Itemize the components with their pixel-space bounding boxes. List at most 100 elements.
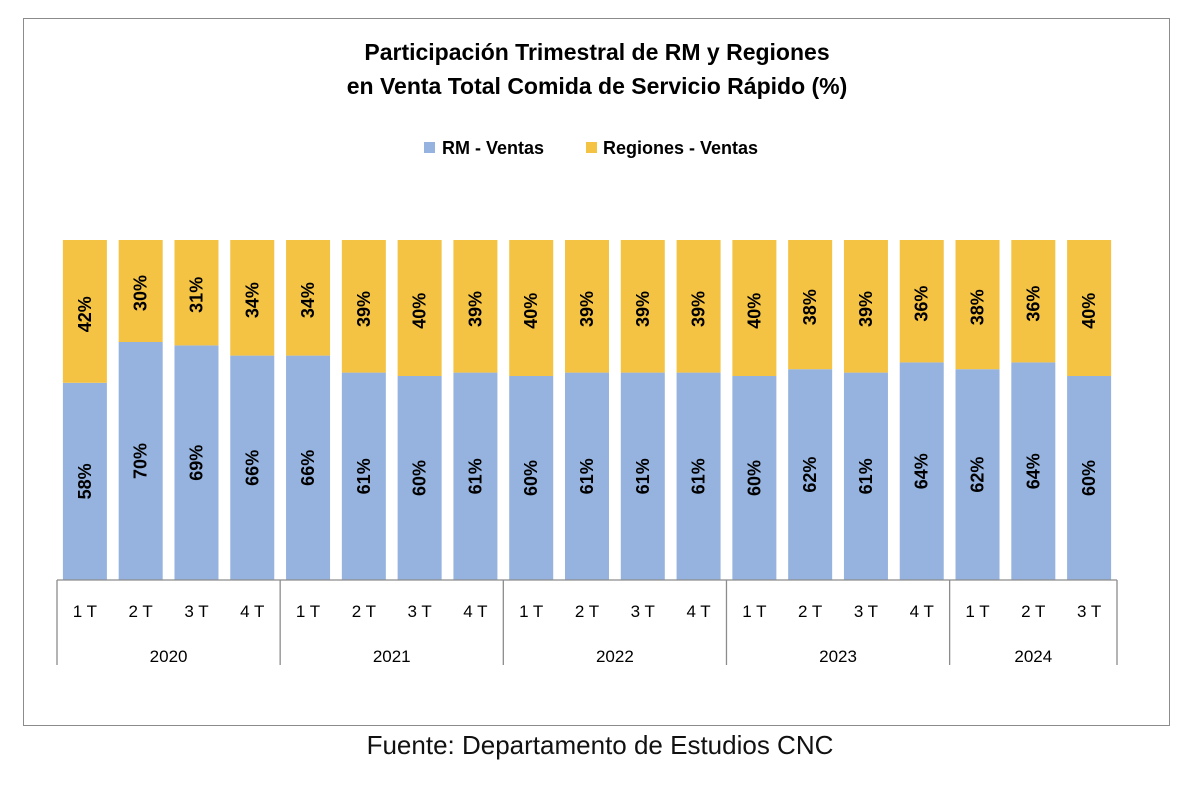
bar-regiones xyxy=(676,240,721,373)
data-label-regiones: 40% xyxy=(521,293,541,329)
bar-regiones xyxy=(732,240,777,376)
bar-regiones xyxy=(565,240,609,373)
data-label-rm: 70% xyxy=(131,443,151,479)
data-label-rm: 69% xyxy=(186,445,206,481)
data-label-regiones: 42% xyxy=(75,296,95,332)
data-label-rm: 62% xyxy=(968,457,988,493)
bar-regiones xyxy=(230,240,275,356)
bar-rm xyxy=(397,376,442,580)
legend: RM - Ventas Regiones - Ventas xyxy=(424,138,758,158)
bar-regiones xyxy=(509,240,554,376)
tick-label-year: 2023 xyxy=(819,647,857,666)
bar-regiones xyxy=(620,240,665,373)
tick-label-quarter: 2 T xyxy=(352,602,376,621)
bar-regiones xyxy=(1011,240,1056,363)
data-label-regiones: 40% xyxy=(1079,293,1099,329)
category-axis: 1 T 2 T 3 T 4 T 1 T 2 T 3 T 4 T 1 T 2 T 3 T 4 T 1 T 2… xyxy=(56,579,1118,666)
bar-rm xyxy=(843,372,888,580)
source-note: Fuente: Departamento de Estudios CNC xyxy=(366,730,834,760)
data-label-rm: 61% xyxy=(689,458,709,494)
bar-regiones xyxy=(843,240,888,373)
data-label-rm: 60% xyxy=(410,460,430,496)
legend-swatch-regiones xyxy=(586,142,597,153)
data-label-rm: 66% xyxy=(242,450,262,486)
bar-regiones xyxy=(788,240,833,370)
data-label-regiones: 38% xyxy=(800,289,820,325)
tick-label-year: 2024 xyxy=(1014,647,1052,666)
tick-label-quarter: 1 T xyxy=(965,602,989,621)
tick-label-quarter: 2 T xyxy=(129,602,153,621)
tick-label-quarter: 2 T xyxy=(575,602,599,621)
data-label-rm: 62% xyxy=(800,457,820,493)
data-label-regiones: 34% xyxy=(242,282,262,318)
tick-label-quarter: 3 T xyxy=(184,602,208,621)
bar-rm xyxy=(1067,376,1112,580)
data-label-regiones: 39% xyxy=(354,291,374,327)
tick-label-quarter: 3 T xyxy=(854,602,878,621)
data-label-rm: 64% xyxy=(1023,453,1043,489)
tick-label-year: 2020 xyxy=(150,647,188,666)
chart-title-line-1: Participación Trimestral de RM y Regione… xyxy=(364,39,829,65)
bar-regiones xyxy=(899,240,944,363)
data-label-regiones: 40% xyxy=(744,293,764,329)
data-label-regiones: 34% xyxy=(298,282,318,318)
data-label-rm: 61% xyxy=(856,458,876,494)
bar-rm xyxy=(1011,362,1056,580)
bar-regiones xyxy=(286,240,331,356)
bar-rm xyxy=(676,372,721,580)
bar-rm xyxy=(565,372,609,580)
bar-regiones xyxy=(118,240,163,342)
bar-regiones xyxy=(62,240,107,383)
data-label-regiones: 39% xyxy=(856,291,876,327)
data-label-rm: 61% xyxy=(633,458,653,494)
data-label-rm: 60% xyxy=(521,460,541,496)
data-label-regiones: 39% xyxy=(577,291,597,327)
tick-label-quarter: 1 T xyxy=(742,602,766,621)
bar-rm xyxy=(788,369,833,580)
tick-label-quarter: 1 T xyxy=(296,602,320,621)
bar-rm xyxy=(899,362,944,580)
data-label-rm: 66% xyxy=(298,450,318,486)
tick-label-quarter: 4 T xyxy=(463,602,487,621)
bar-regiones xyxy=(1067,240,1112,376)
data-label-rm: 61% xyxy=(465,458,485,494)
bar-rm xyxy=(230,355,275,580)
data-label-regiones: 36% xyxy=(1023,286,1043,322)
data-label-regiones: 39% xyxy=(689,291,709,327)
data-label-regiones: 39% xyxy=(465,291,485,327)
bars-group: 58% 42% 70% 30% 69% 31% 66% 34% 66% 34% 61% 39% 60% 4… xyxy=(62,240,1112,580)
bar-regiones xyxy=(453,240,498,373)
bar-rm xyxy=(955,369,1000,580)
bar-regiones xyxy=(174,240,219,346)
bar-regiones xyxy=(955,240,1000,370)
data-label-rm: 61% xyxy=(354,458,374,494)
data-label-regiones: 39% xyxy=(633,291,653,327)
data-label-regiones: 30% xyxy=(131,275,151,311)
bar-rm xyxy=(732,376,777,580)
legend-label-rm: RM - Ventas xyxy=(442,138,544,158)
tick-label-quarter: 2 T xyxy=(798,602,822,621)
tick-label-quarter: 4 T xyxy=(240,602,264,621)
tick-label-quarter: 1 T xyxy=(519,602,543,621)
bar-rm xyxy=(453,372,498,580)
data-label-regiones: 38% xyxy=(968,289,988,325)
data-label-regiones: 36% xyxy=(912,286,932,322)
data-label-regiones: 40% xyxy=(410,293,430,329)
bar-rm xyxy=(620,372,665,580)
bar-rm xyxy=(62,382,107,580)
data-label-rm: 61% xyxy=(577,458,597,494)
data-label-rm: 64% xyxy=(912,453,932,489)
bar-rm xyxy=(341,372,386,580)
legend-label-regiones: Regiones - Ventas xyxy=(603,138,758,158)
bar-regiones xyxy=(397,240,442,376)
data-label-rm: 60% xyxy=(1079,460,1099,496)
bar-rm xyxy=(509,376,554,580)
tick-label-year: 2022 xyxy=(596,647,634,666)
chart-title-line-2: en Venta Total Comida de Servicio Rápido… xyxy=(347,73,848,99)
data-label-rm: 58% xyxy=(75,463,95,499)
tick-label-quarter: 4 T xyxy=(686,602,710,621)
tick-label-quarter: 2 T xyxy=(1021,602,1045,621)
bar-rm xyxy=(174,345,219,580)
bar-rm xyxy=(286,355,331,580)
bar-regiones xyxy=(341,240,386,373)
